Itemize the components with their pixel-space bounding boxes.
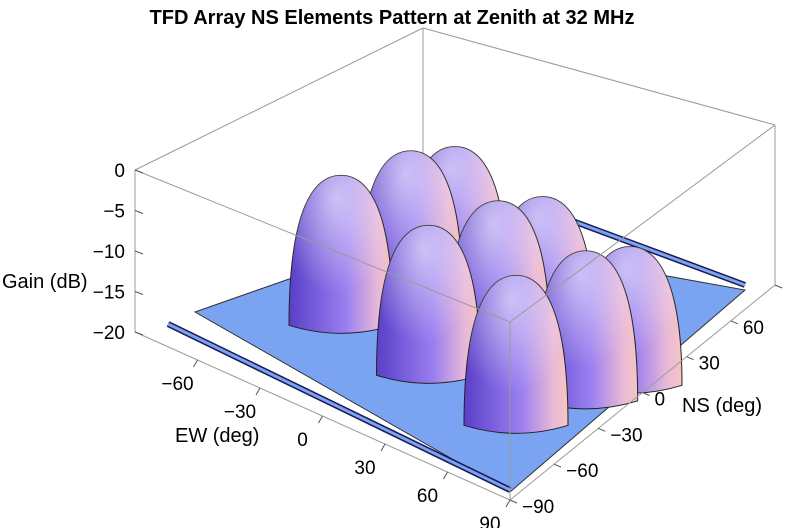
x-tick-label: −30 <box>224 402 256 423</box>
x-tick-label: 0 <box>297 430 308 451</box>
tick-mark <box>318 415 323 424</box>
y-axis-label: NS (deg) <box>682 395 762 417</box>
lobe-highlight <box>376 225 481 384</box>
tick-mark <box>193 359 198 368</box>
tick-mark <box>774 284 783 289</box>
z-tick-label: −15 <box>93 283 125 304</box>
tick-mark <box>134 169 144 174</box>
z-tick-label: 0 <box>114 161 125 182</box>
tick-mark <box>134 331 144 336</box>
tick-mark <box>443 471 448 480</box>
tick-mark <box>134 291 144 295</box>
lobe-group <box>288 146 683 434</box>
lobe-highlight <box>289 175 393 334</box>
tick-mark <box>255 387 261 396</box>
x-tick-label: −60 <box>161 374 193 395</box>
box-back-edges <box>134 27 776 332</box>
tick-labels: 0−5−10−15−20−60−300306090−90−60−30030609… <box>93 161 783 528</box>
z-tick-label: −10 <box>93 242 125 263</box>
x-tick-label: 30 <box>354 458 375 479</box>
z-axis-label: Gain (dB) <box>2 271 88 293</box>
y-tick-label: 30 <box>699 354 720 375</box>
y-tick-label: −60 <box>566 461 598 482</box>
tick-mark <box>509 499 518 504</box>
tick-mark <box>686 356 694 361</box>
tick-mark <box>505 499 511 508</box>
lobe-highlight <box>464 275 568 434</box>
chart-title: TFD Array NS Elements Pattern at Zenith … <box>150 7 635 29</box>
z-tick-label: −20 <box>93 323 125 344</box>
tick-mark <box>134 210 144 214</box>
y-tick-label: −30 <box>610 425 642 446</box>
tick-mark <box>134 250 144 255</box>
x-tick-label: 60 <box>417 486 438 507</box>
tick-mark <box>642 392 650 396</box>
z-tick-label: −5 <box>103 202 125 223</box>
tick-mark <box>380 443 386 452</box>
x-tick-label: 90 <box>479 514 500 528</box>
y-tick-label: 0 <box>655 390 666 411</box>
x-axis-label: EW (deg) <box>175 425 259 447</box>
y-tick-label: 60 <box>743 318 764 339</box>
tick-mark <box>553 463 562 468</box>
tick-mark <box>598 427 606 432</box>
y-tick-label: −90 <box>522 497 554 518</box>
tick-mark <box>730 320 739 325</box>
